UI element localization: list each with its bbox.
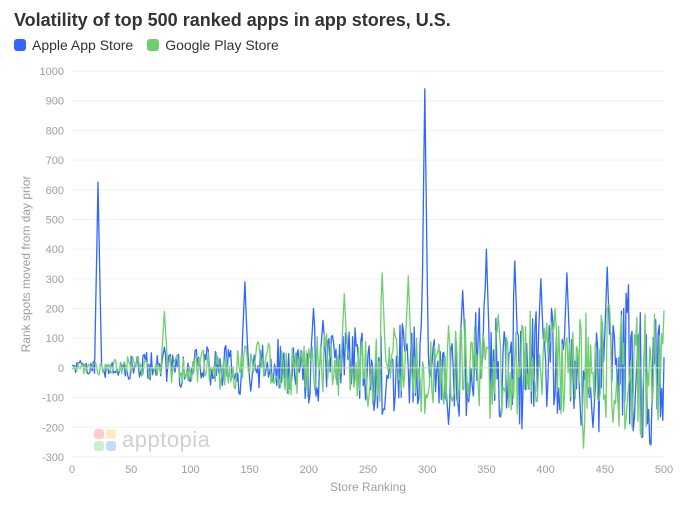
legend-label-google: Google Play Store xyxy=(165,37,279,53)
svg-text:1000: 1000 xyxy=(40,66,64,78)
svg-text:300: 300 xyxy=(46,274,64,286)
svg-text:500: 500 xyxy=(46,214,64,226)
legend-item-google: Google Play Store xyxy=(147,37,279,53)
svg-text:-200: -200 xyxy=(42,422,64,434)
svg-text:-100: -100 xyxy=(42,393,64,405)
chart-title: Volatility of top 500 ranked apps in app… xyxy=(14,10,678,31)
svg-text:400: 400 xyxy=(536,464,554,476)
legend: Apple App Store Google Play Store xyxy=(14,37,678,53)
svg-text:150: 150 xyxy=(240,464,258,476)
svg-text:700: 700 xyxy=(46,155,64,167)
svg-text:900: 900 xyxy=(46,96,64,108)
svg-text:500: 500 xyxy=(655,464,673,476)
legend-label-apple: Apple App Store xyxy=(32,37,133,53)
svg-text:0: 0 xyxy=(58,363,64,375)
svg-text:50: 50 xyxy=(125,464,137,476)
svg-text:100: 100 xyxy=(46,333,64,345)
chart-container: Volatility of top 500 ranked apps in app… xyxy=(0,0,692,527)
svg-text:Store Ranking: Store Ranking xyxy=(330,480,406,494)
svg-text:600: 600 xyxy=(46,185,64,197)
legend-item-apple: Apple App Store xyxy=(14,37,133,53)
svg-text:-300: -300 xyxy=(42,452,64,464)
chart-svg: -300-200-1000100200300400500600700800900… xyxy=(14,57,678,497)
svg-text:800: 800 xyxy=(46,125,64,137)
svg-text:Rank spots moved from day prio: Rank spots moved from day prior xyxy=(19,176,33,353)
legend-swatch-google xyxy=(147,39,159,51)
svg-text:450: 450 xyxy=(596,464,614,476)
svg-text:200: 200 xyxy=(46,304,64,316)
legend-swatch-apple xyxy=(14,39,26,51)
svg-text:100: 100 xyxy=(181,464,199,476)
svg-text:400: 400 xyxy=(46,244,64,256)
chart-plot-area: -300-200-1000100200300400500600700800900… xyxy=(14,57,678,497)
svg-text:200: 200 xyxy=(300,464,318,476)
svg-text:350: 350 xyxy=(477,464,495,476)
svg-text:250: 250 xyxy=(359,464,377,476)
svg-text:0: 0 xyxy=(69,464,75,476)
svg-text:300: 300 xyxy=(418,464,436,476)
